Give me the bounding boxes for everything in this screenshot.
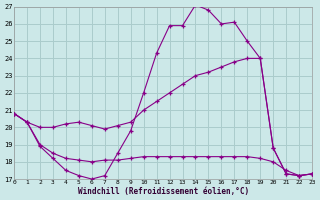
X-axis label: Windchill (Refroidissement éolien,°C): Windchill (Refroidissement éolien,°C)	[77, 187, 249, 196]
